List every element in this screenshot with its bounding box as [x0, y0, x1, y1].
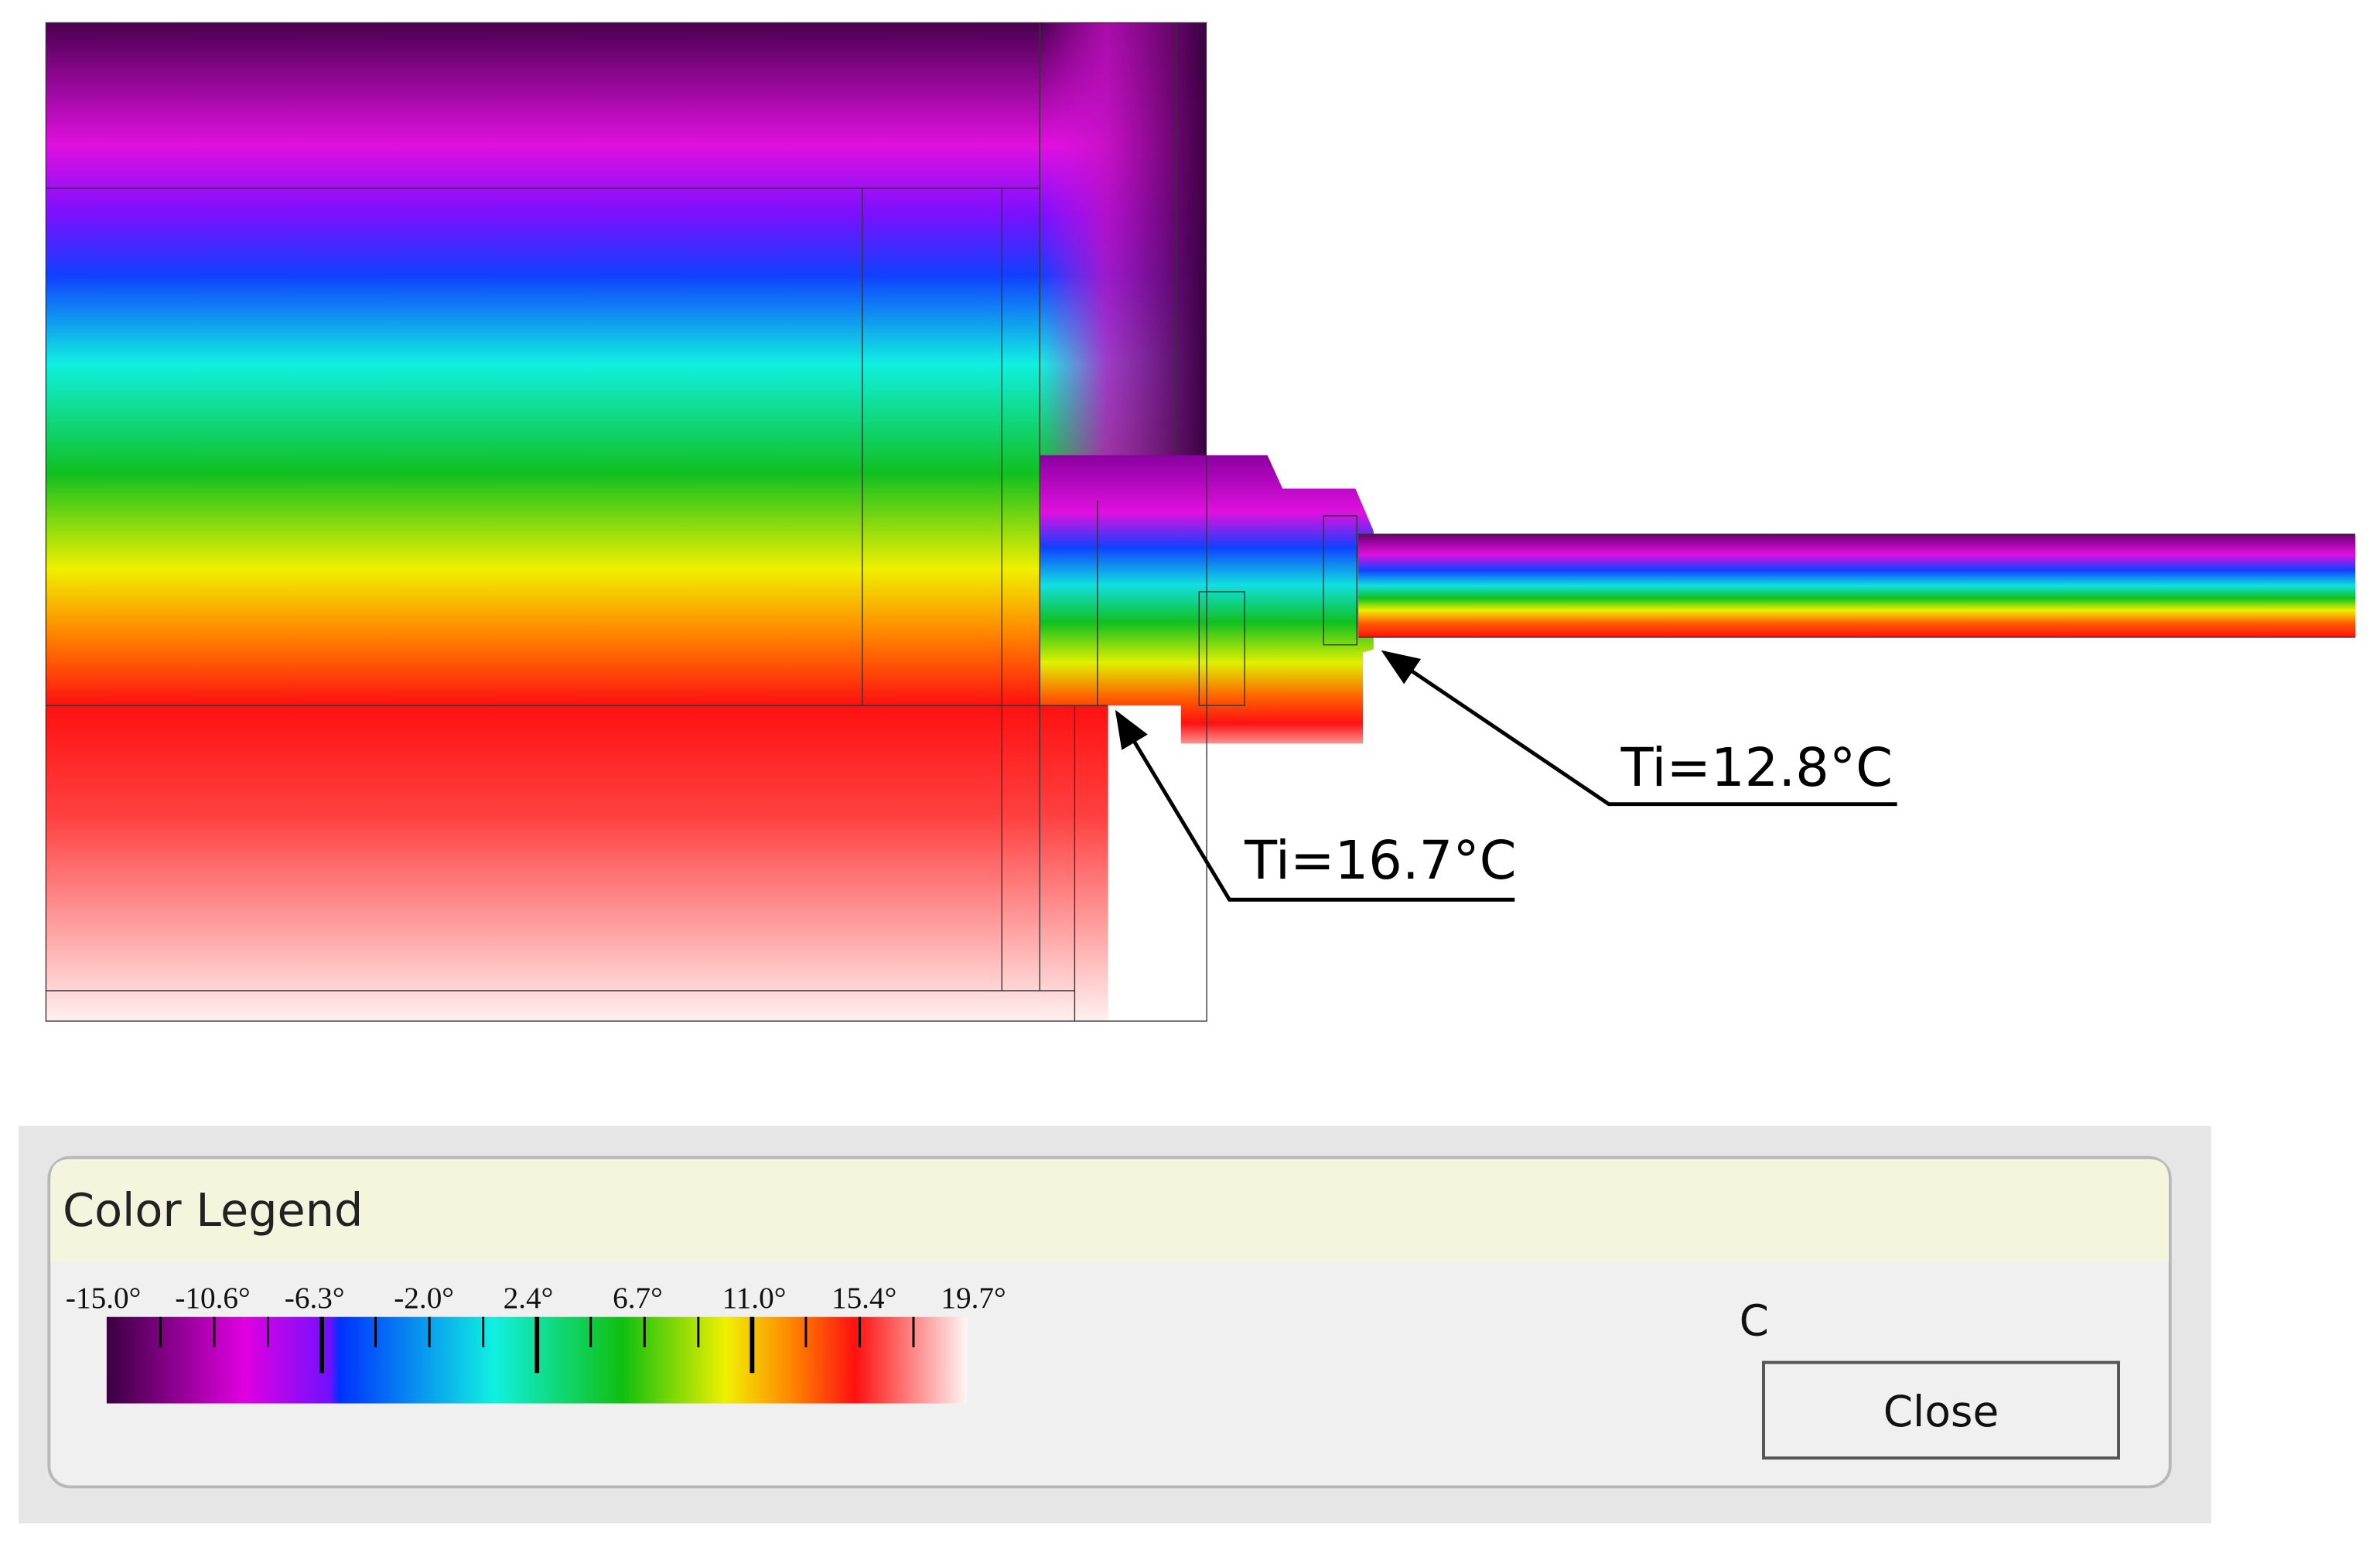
- thermal-image: [45, 22, 2356, 1022]
- legend-tick-label: 19.7°: [941, 1282, 1006, 1315]
- annotation-label: Ti=12.8°C: [1620, 737, 1893, 799]
- dialog-header: [50, 1159, 2169, 1263]
- legend-tick-label: 6.7°: [613, 1282, 663, 1315]
- legend-tick-marks: [159, 1316, 915, 1374]
- legend-tick-label: -2.0°: [394, 1282, 454, 1315]
- legend-window: Color Legend -15.0° -10.6° -6.3° -2.0° 2.4° 6…: [19, 1125, 2211, 1524]
- leader-line: [1115, 709, 1515, 902]
- glazing: [1358, 534, 2356, 637]
- legend-tick-labels: -15.0° -10.6° -6.3° -2.0° 2.4° 6.7° 11.0° 15.4°…: [66, 1282, 1006, 1315]
- legend-tick-label: -6.3°: [285, 1282, 345, 1315]
- unit-label: C: [1740, 1296, 1769, 1345]
- wall-edge: [1040, 22, 1207, 463]
- annotations: Ti=16.7°C Ti=12.8°C: [1115, 650, 1897, 902]
- mask: [1207, 22, 1222, 456]
- close-button[interactable]: [1762, 1360, 2120, 1460]
- leader-line: [1381, 650, 1897, 807]
- close-button-label[interactable]: Close: [1883, 1387, 1999, 1436]
- annotation-label: Ti=16.7°C: [1244, 830, 1516, 892]
- legend-title: Color Legend: [63, 1183, 363, 1237]
- legend-tick-label: 2.4°: [504, 1282, 554, 1315]
- legend-tick-label: -10.6°: [175, 1282, 250, 1315]
- outlines: [45, 22, 2356, 1022]
- legend-tick-label: 15.4°: [831, 1282, 896, 1315]
- wall-lower: [46, 705, 1108, 1022]
- wall-upper: [46, 22, 1207, 706]
- legend-tick-label: 11.0°: [722, 1282, 787, 1315]
- legend-tick-label: -15.0°: [66, 1282, 141, 1315]
